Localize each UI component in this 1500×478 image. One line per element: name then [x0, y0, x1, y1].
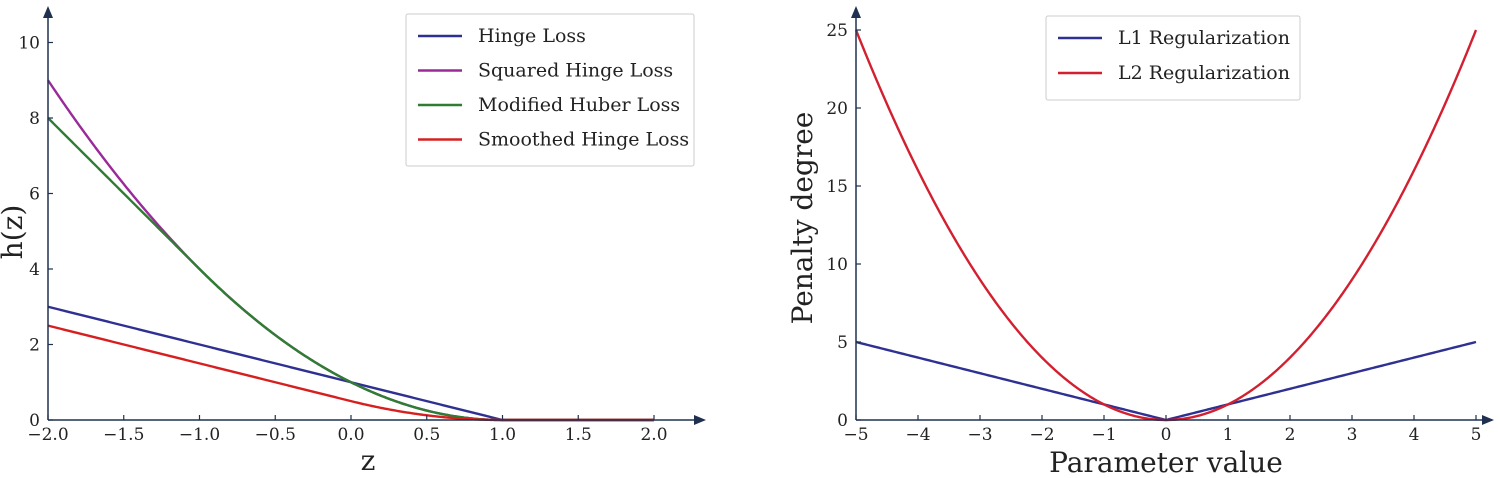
x-tick-label: 1.5	[565, 425, 592, 445]
y-tick-label: 15	[826, 177, 848, 197]
y-axis-title: Penalty degree	[786, 112, 819, 325]
x-tick-label: 0.0	[337, 425, 364, 445]
y-axis-title: h(z)	[0, 205, 29, 260]
y-axis-arrow	[43, 6, 53, 18]
x-tick-label: 2	[1285, 425, 1296, 445]
x-tick-label: −4	[905, 425, 930, 445]
y-ticks: 0 2 4 6 8 10	[18, 34, 53, 431]
y-tick-label: 0	[29, 411, 40, 431]
x-tick-label: 4	[1409, 425, 1420, 445]
x-ticks: −2.0 −1.5 −1.0 −0.5 0.0 0.5 1.0 1.5 2.0	[27, 415, 668, 445]
x-tick-label: 2.0	[640, 425, 667, 445]
y-tick-label: 8	[29, 109, 40, 129]
legend-label-l2-regularization: L2 Regularization	[1118, 62, 1290, 84]
x-axis-title: z	[361, 444, 376, 477]
x-tick-label: 1.0	[489, 425, 516, 445]
legend-label-smoothed-hinge-loss: Smoothed Hinge Loss	[478, 129, 689, 151]
regularization-chart: −5 −4 −3 −2 −1 0 1 2 3 4 5 0 5 10 15 20 25 Parameter valu…	[786, 6, 1494, 478]
y-tick-label: 0	[837, 411, 848, 431]
axes	[851, 6, 1494, 425]
x-tick-label: 5	[1471, 425, 1482, 445]
x-tick-label: 0	[1161, 425, 1172, 445]
y-tick-label: 10	[18, 34, 40, 54]
series-line-smoothed-hinge-loss	[47, 324, 654, 422]
x-tick-label: −1	[1091, 425, 1116, 445]
series-line-l1-regularization	[855, 340, 1477, 422]
y-tick-label: 2	[29, 336, 40, 356]
x-tick-label: 3	[1347, 425, 1358, 445]
y-ticks: 0 5 10 15 20 25	[826, 21, 861, 431]
x-tick-label: 0.5	[413, 425, 440, 445]
axes	[43, 6, 706, 425]
legend-label-hinge-loss: Hinge Loss	[478, 25, 586, 47]
legend-box	[1045, 15, 1301, 101]
x-tick-label: −0.5	[255, 425, 296, 445]
legend-label-l1-regularization: L1 Regularization	[1118, 27, 1290, 49]
y-axis-arrow	[851, 6, 861, 18]
x-tick-label: −3	[967, 425, 992, 445]
x-tick-label: 1	[1223, 425, 1234, 445]
legend-label-modified-huber-loss: Modified Huber Loss	[478, 94, 680, 116]
x-tick-label: −1.0	[179, 425, 220, 445]
x-axis-arrow	[694, 415, 706, 425]
legend: Hinge Loss Squared Hinge Loss Modified Hub…	[405, 13, 695, 167]
x-tick-label: −2.0	[27, 425, 68, 445]
y-tick-label: 20	[826, 99, 848, 119]
legend-label-squared-hinge-loss: Squared Hinge Loss	[478, 60, 673, 82]
legend: L1 Regularization L2 Regularization	[1045, 15, 1301, 101]
hinge-loss-chart: −2.0 −1.5 −1.0 −0.5 0.0 0.5 1.0 1.5 2.0 0 2 4 6 8 10 z h…	[0, 6, 706, 477]
y-tick-label: 5	[837, 333, 848, 353]
legend-box	[405, 13, 695, 167]
x-ticks: −5 −4 −3 −2 −1 0 1 2 3 4 5	[843, 415, 1481, 445]
y-tick-label: 6	[29, 185, 40, 205]
x-tick-label: −2	[1029, 425, 1054, 445]
x-tick-label: −5	[843, 425, 868, 445]
y-tick-label: 4	[29, 260, 40, 280]
x-axis-arrow	[1482, 415, 1494, 425]
x-axis-title: Parameter value	[1049, 446, 1283, 478]
x-tick-label: −1.5	[103, 425, 144, 445]
series-line-hinge-loss	[47, 305, 654, 422]
y-tick-label: 10	[826, 255, 848, 275]
y-tick-label: 25	[826, 21, 848, 41]
